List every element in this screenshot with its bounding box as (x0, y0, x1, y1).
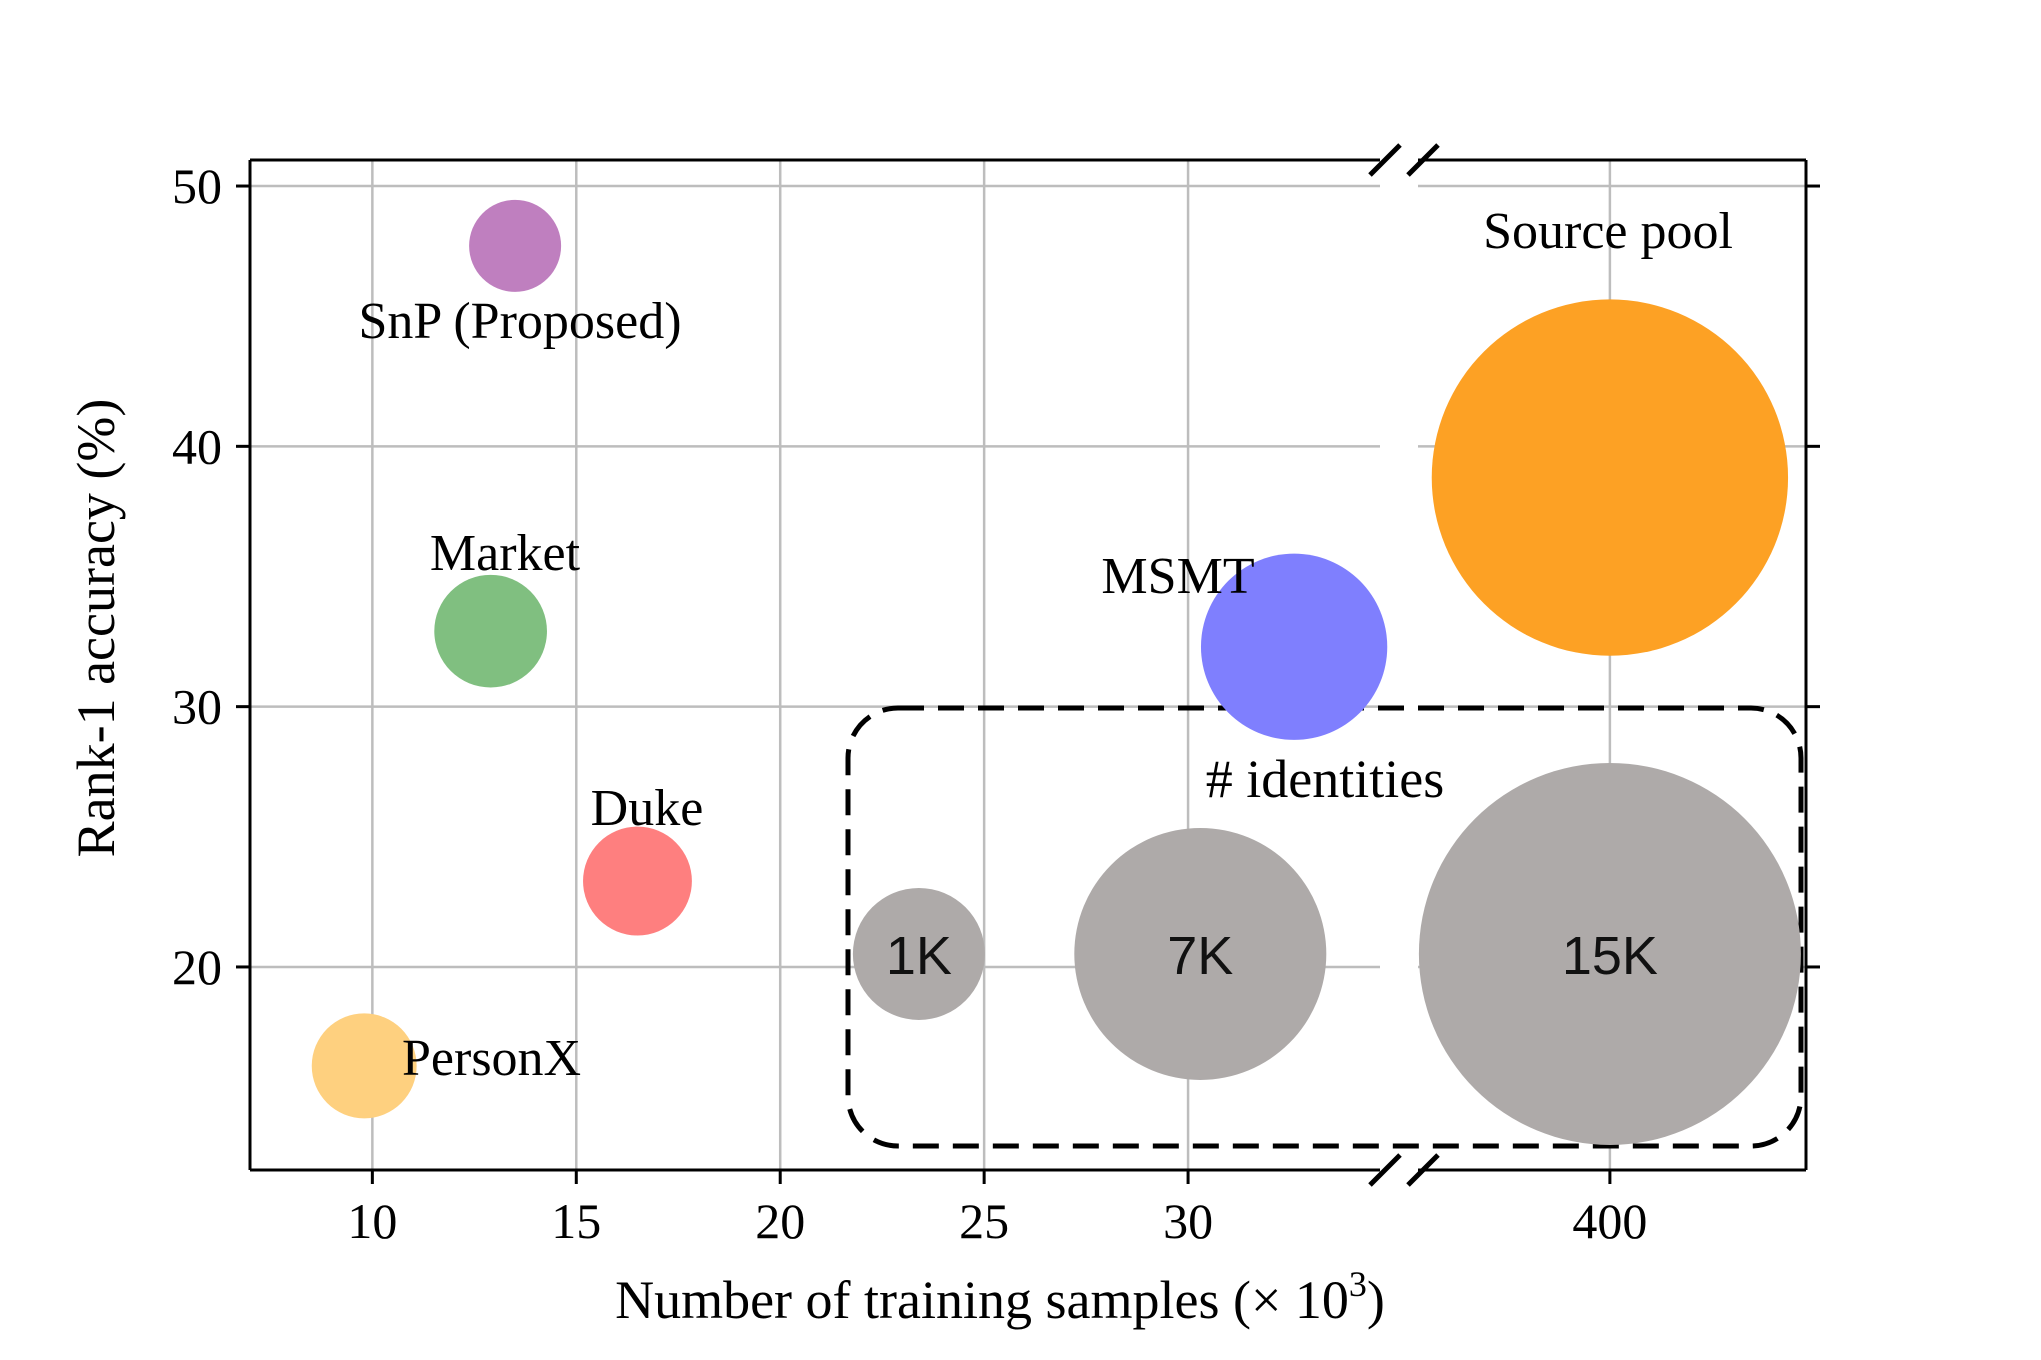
point-label-duke: Duke (591, 780, 704, 837)
y-axis-title: Rank-1 accuracy (%) (66, 399, 126, 858)
data-points (311, 199, 1801, 1145)
size-legend-circle-7k (1074, 827, 1327, 1080)
axis-break-mark (1368, 143, 1402, 177)
x-tick-label: 30 (1163, 1193, 1213, 1249)
y-tick-label: 40 (172, 418, 222, 474)
x-tick-label: 10 (347, 1193, 397, 1249)
data-point-snp-proposed (469, 199, 562, 292)
data-point-duke (583, 826, 692, 936)
size-legend-label-15k: 15K (1562, 926, 1658, 986)
x-axis-title-superscript: 3 (1349, 1264, 1367, 1304)
point-label-snp-proposed: SnP (Proposed) (358, 293, 681, 350)
axis-break-mark (1368, 1153, 1402, 1187)
plot-frame (248, 143, 1808, 1187)
y-tick-label: 30 (172, 679, 222, 735)
data-point-source-pool (1431, 299, 1789, 656)
axis-break-mark (1406, 1153, 1440, 1187)
size-legend-circle-15k (1418, 762, 1801, 1145)
data-point-market (434, 574, 547, 688)
point-label-source-pool: Source pool (1483, 203, 1733, 260)
point-label-personx: PersonX (402, 1030, 581, 1087)
size-legend-label-1k: 1K (886, 926, 952, 986)
size-legend-circle-1k (852, 887, 985, 1020)
axis-ticks (236, 184, 1820, 1184)
x-tick-label: 15 (551, 1193, 601, 1249)
data-point-personx (311, 1013, 417, 1119)
point-label-market: Market (430, 525, 581, 582)
axis-break-mark (1406, 143, 1440, 177)
text-labels: 1K 7K 15K # identities 20 30 40 50 10 15 20 25 30 400… (172, 158, 1733, 1249)
size-legend-label-7k: 7K (1167, 926, 1233, 986)
data-point-msmt (1200, 553, 1388, 740)
x-tick-label: 400 (1572, 1193, 1647, 1249)
x-tick-label: 20 (755, 1193, 805, 1249)
point-label-msmt: MSMT (1101, 548, 1254, 605)
size-legend-title: # identities (1206, 749, 1444, 809)
y-tick-label: 50 (172, 158, 222, 214)
x-tick-label: 25 (959, 1193, 1009, 1249)
size-legend-box (845, 705, 1804, 1149)
x-axis-title: Number of training samples (× 103) (615, 1264, 1385, 1330)
x-axis-title-close: ) (1367, 1270, 1385, 1330)
y-tick-label: 20 (172, 939, 222, 995)
size-legend-frame (845, 705, 1804, 1149)
x-axis-title-main: Number of training samples (× 10 (615, 1270, 1349, 1330)
